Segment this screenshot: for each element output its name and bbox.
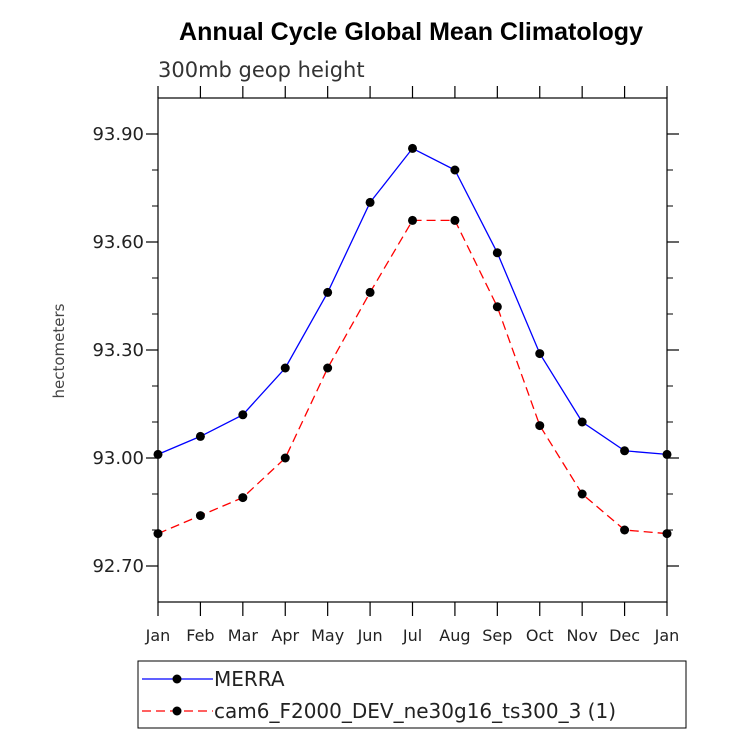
data-point	[365, 287, 375, 297]
data-point	[620, 525, 630, 535]
data-point	[323, 287, 333, 297]
data-point	[450, 215, 460, 225]
data-point	[535, 349, 545, 359]
x-tick-labels: Jan Feb Mar Apr May Jun Jul Aug Sep Oct Nov Dec Jan	[145, 626, 680, 645]
x-tick-label: Aug	[439, 626, 470, 645]
data-point	[450, 165, 460, 175]
y-tick-label: 92.70	[92, 556, 144, 577]
y-tick-label: 93.60	[92, 232, 144, 253]
x-tick-label: Apr	[271, 626, 299, 645]
chart-subtitle: 300mb geop height	[158, 58, 365, 82]
y-tick-label: 93.00	[92, 448, 144, 469]
y-axis-label: hectometers	[50, 303, 68, 398]
chart-title: Annual Cycle Global Mean Climatology	[179, 18, 643, 46]
data-point	[492, 248, 502, 258]
plot-frame	[157, 97, 668, 603]
axis-ticks	[146, 86, 679, 616]
legend-box	[137, 660, 687, 729]
series-layer	[153, 143, 672, 539]
data-point	[280, 453, 290, 463]
x-tick-label: Feb	[186, 626, 214, 645]
x-tick-label: Mar	[228, 626, 259, 645]
x-tick-label: Jan	[654, 626, 680, 645]
series-line	[157, 147, 668, 456]
x-tick-label: Nov	[567, 626, 598, 645]
x-tick-label: Jun	[357, 626, 383, 645]
data-point	[408, 215, 417, 225]
x-tick-label: Dec	[609, 626, 640, 645]
legend-label: cam6_F2000_DEV_ne30g16_ts300_3 (1)	[214, 699, 616, 723]
data-point	[662, 449, 672, 459]
data-point	[620, 446, 630, 456]
data-point	[280, 363, 290, 373]
series-1	[153, 143, 672, 459]
data-point	[408, 143, 417, 153]
legend: MERRA cam6_F2000_DEV_ne30g16_ts300_3 (1)	[142, 667, 616, 723]
data-point	[535, 421, 545, 431]
legend-marker	[172, 706, 182, 716]
data-point	[662, 529, 672, 539]
data-point	[153, 449, 163, 459]
x-tick-label: Oct	[526, 626, 554, 645]
legend-label: MERRA	[214, 667, 285, 691]
data-point	[238, 410, 248, 420]
data-point	[238, 493, 248, 503]
data-point	[577, 417, 587, 427]
data-point	[195, 511, 205, 521]
data-point	[577, 489, 587, 499]
data-point	[153, 529, 163, 539]
data-point	[323, 363, 333, 373]
x-tick-label: Jan	[145, 626, 171, 645]
data-point	[365, 197, 375, 207]
x-tick-label: May	[311, 626, 344, 645]
y-tick-label: 93.30	[92, 340, 144, 361]
series-line	[157, 219, 668, 535]
legend-marker	[172, 674, 182, 684]
y-tick-label: 93.90	[92, 124, 144, 145]
x-tick-label: Jul	[402, 626, 422, 645]
data-point	[492, 302, 502, 312]
data-point	[195, 431, 205, 441]
y-tick-labels: 92.70 93.00 93.30 93.60 93.90	[92, 124, 144, 577]
x-tick-label: Sep	[482, 626, 512, 645]
series-2	[153, 215, 672, 539]
